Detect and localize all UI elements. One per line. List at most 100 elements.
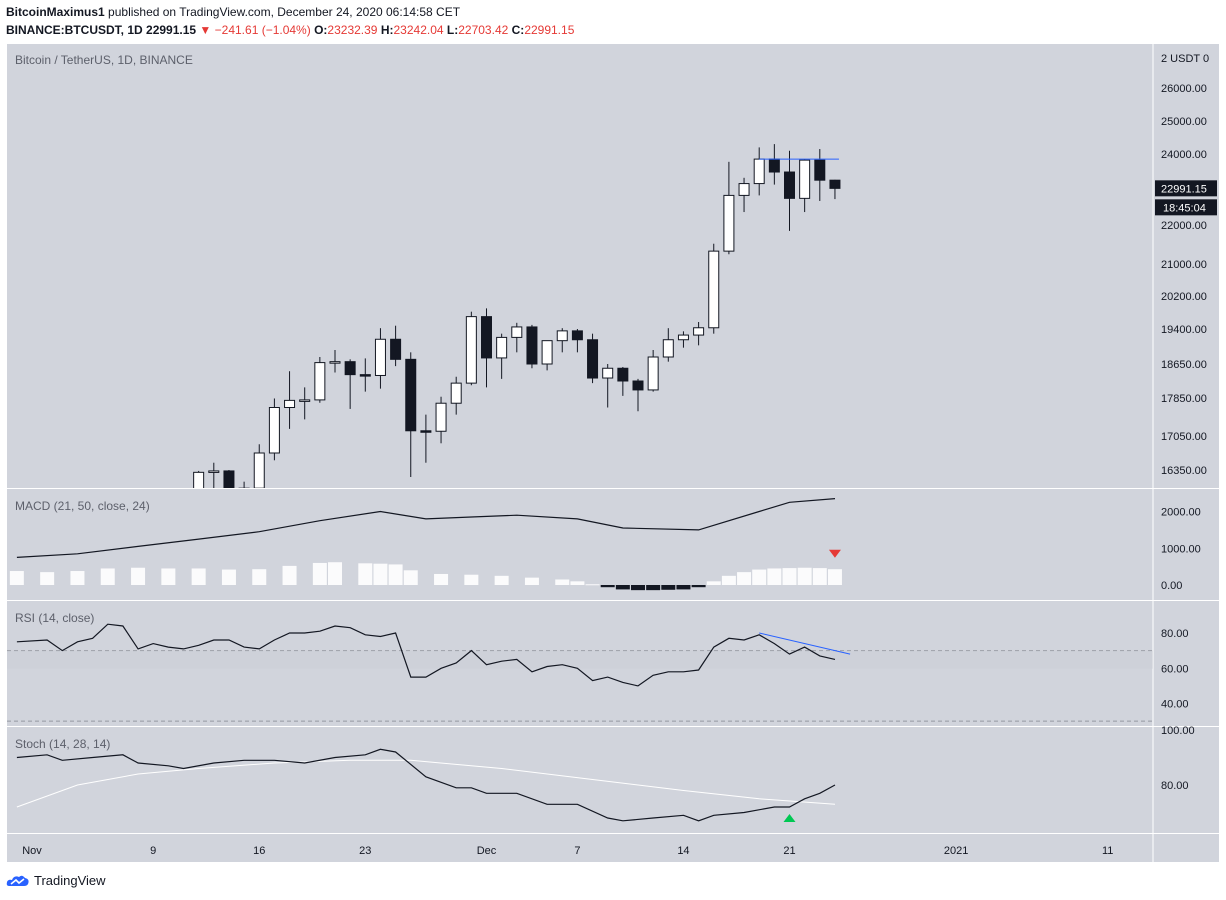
stoch-tick-label: 100.00 — [1161, 725, 1195, 737]
candle-body — [193, 471, 205, 488]
time-tick-label: 16 — [253, 845, 265, 857]
candle-body — [556, 330, 568, 342]
macd-histogram-bar — [434, 573, 449, 585]
macd-histogram-bar — [721, 575, 736, 585]
macd-histogram-bar — [221, 569, 236, 585]
author[interactable]: BitcoinMaximus1 — [6, 5, 105, 19]
macd-histogram-bar — [737, 572, 752, 585]
close-value: 22991.15 — [524, 23, 575, 37]
macd-tick-label: 2000.00 — [1161, 507, 1201, 519]
candle-body — [420, 430, 432, 433]
macd-histogram-bar — [100, 568, 115, 585]
time-tick-label: 2021 — [944, 845, 968, 857]
macd-histogram-bar — [752, 569, 767, 585]
macd-histogram-bar — [782, 568, 797, 585]
time-tick-label: Nov — [22, 845, 42, 857]
macd-title: MACD (21, 50, close, 24) — [15, 499, 150, 513]
last-price-badge — [1155, 180, 1217, 197]
candle-body — [784, 171, 795, 199]
rsi-tick-label: 80.00 — [1161, 628, 1189, 640]
brand-name[interactable]: TradingView — [34, 873, 106, 888]
price-tick-label: 21000.00 — [1161, 259, 1207, 271]
price-pane: 26000.0025000.0024000.0023000.0022000.00… — [193, 83, 1217, 488]
price-tick-label: 25000.00 — [1161, 116, 1207, 128]
open-value: 23232.39 — [327, 23, 378, 37]
price-tick-label: 22000.00 — [1161, 220, 1207, 232]
candle-body — [587, 339, 599, 379]
price-tick-label: 17050.00 — [1161, 431, 1207, 443]
macd-histogram-bar — [676, 585, 691, 590]
candle-body — [329, 361, 341, 364]
rsi-title: RSI (14, close) — [15, 611, 94, 625]
chart-background — [7, 44, 1153, 862]
time-tick-label: Dec — [477, 845, 497, 857]
candle-body — [814, 159, 826, 181]
stoch-tick-label: 80.00 — [1161, 780, 1189, 792]
macd-tick-label: 1000.00 — [1161, 543, 1201, 555]
price-tick-label: 17850.00 — [1161, 393, 1207, 405]
candle-body — [829, 179, 841, 189]
candle-body — [465, 316, 477, 384]
macd-histogram-bar — [252, 569, 267, 585]
macd-histogram-bar — [70, 571, 85, 585]
candle-body — [374, 338, 386, 376]
time-tick-label: 9 — [150, 845, 156, 857]
candle-body — [708, 250, 720, 329]
countdown-label: 18:45:04 — [1163, 202, 1206, 214]
macd-histogram-bar — [191, 568, 206, 585]
candle-body — [450, 382, 462, 404]
candle-body — [632, 380, 644, 391]
time-tick-label: 23 — [359, 845, 371, 857]
candle-body — [253, 452, 265, 488]
macd-histogram-bar — [373, 563, 388, 585]
candle-body — [526, 326, 538, 365]
time-tick-label: 7 — [574, 845, 580, 857]
macd-histogram-bar — [161, 568, 176, 585]
candle-body — [602, 367, 614, 379]
candle-body — [693, 327, 705, 336]
macd-histogram-bar — [797, 567, 812, 585]
high-value: 23242.04 — [393, 23, 444, 37]
macd-histogram-bar — [464, 574, 479, 585]
macd-pane: 2000.00 1000.00 0.00 — [9, 498, 1201, 592]
ohlc-bar: BINANCE:BTCUSDT, 1D 22991.15 ▼ −241.61 (… — [6, 23, 574, 37]
macd-histogram-bar — [646, 585, 661, 591]
macd-histogram-bar — [827, 569, 842, 585]
stoch-pane: 100.00 80.00 — [16, 725, 1195, 822]
time-axis: Nov 9 16 23 Dec 7 14 21 2021 11 — [22, 845, 1113, 857]
macd-histogram-bar — [661, 585, 676, 590]
tradingview-cloud-icon — [6, 875, 29, 886]
rsi-tick-label: 60.00 — [1161, 663, 1189, 675]
macd-histogram-bar — [282, 565, 297, 585]
macd-histogram-bar — [570, 581, 585, 585]
price-tick-label: 16350.00 — [1161, 465, 1207, 477]
macd-histogram-bar — [555, 579, 570, 585]
price-tick-label: 24000.00 — [1161, 149, 1207, 161]
candle-body — [511, 326, 523, 338]
rsi-divergence-line — [759, 632, 851, 655]
candle-body — [496, 336, 508, 359]
macd-histogram-bar — [494, 575, 509, 585]
candle-body — [284, 399, 296, 408]
candle-body — [738, 183, 750, 196]
time-tick-label: 21 — [783, 845, 795, 857]
macd-histogram-bar — [312, 562, 327, 585]
candle-body — [647, 356, 659, 391]
down-arrow-icon: ▼ — [199, 23, 212, 37]
candles — [193, 144, 841, 488]
rsi-pane: 80.00 60.00 40.00 — [7, 623, 1189, 722]
rsi-line — [16, 623, 836, 687]
candle-body — [223, 470, 235, 488]
macd-histogram-bar — [40, 572, 55, 585]
price-change: −241.61 (−1.04%) — [214, 23, 311, 37]
candle-body — [435, 402, 447, 432]
macd-histogram-bar — [706, 581, 721, 585]
candle-body — [359, 374, 371, 377]
rsi-band-fill — [7, 650, 1153, 669]
publish-info: BitcoinMaximus1 published on TradingView… — [6, 5, 460, 19]
publish-date: published on TradingView.com, December 2… — [108, 5, 461, 19]
macd-histogram-bar — [403, 570, 418, 585]
macd-tick-label: 0.00 — [1161, 580, 1182, 592]
low-label: L: — [446, 23, 459, 37]
